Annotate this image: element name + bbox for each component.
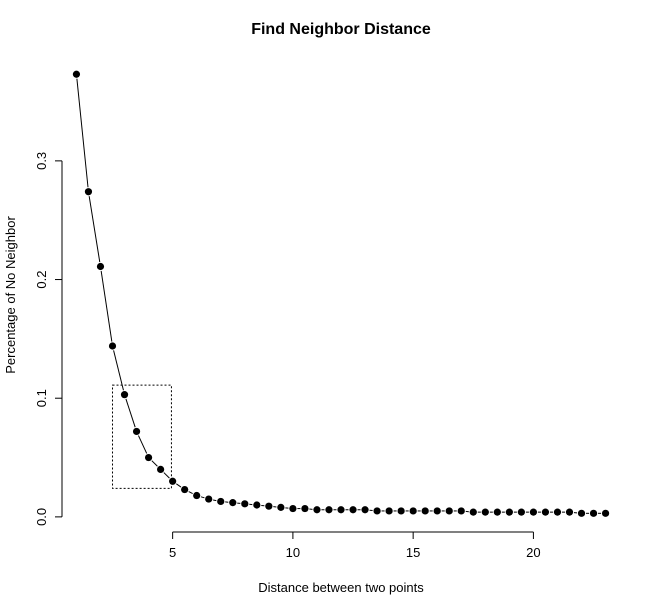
data-point [577,509,586,517]
data-point [337,506,345,514]
data-point [481,508,489,516]
data-point [325,506,333,514]
highlight-box-group [112,384,172,489]
data-point [108,342,117,350]
data-point [493,508,501,516]
line-segment [188,491,193,494]
data-point [265,502,273,510]
line-segment [100,270,113,342]
line-segment [113,350,124,391]
data-point [469,508,477,516]
data-point [421,507,429,515]
data-point [193,491,201,500]
y-axis-label: Percentage of No Neighbor [3,216,18,374]
line-segment [76,78,89,188]
line-segment [213,499,217,502]
data-point [433,507,441,515]
data-point [553,508,562,516]
data-point [313,506,321,514]
data-point [505,508,513,516]
data-point [565,508,574,516]
y-axis: 0.0 0.1 0.2 0.3 [34,152,63,526]
data-point [409,507,417,515]
y-tick-label: 0.3 [34,152,49,170]
x-axis: 5 10 15 20 [169,531,541,560]
data-point [397,507,405,515]
x-tick-label: 10 [286,545,300,560]
y-tick-label: 0.2 [34,271,49,289]
data-point [229,499,237,507]
line-segment [163,472,170,479]
data-point [144,453,153,462]
line-segment [176,483,182,488]
line-segment [137,435,148,454]
x-axis-label: Distance between two points [258,580,424,595]
data-point [517,508,525,516]
data-point [589,509,598,517]
data-point [96,262,105,271]
y-tick-label: 0.0 [34,508,49,526]
data-point [349,506,357,514]
line-segment [88,196,101,263]
data-point [289,504,297,513]
y-tick-label: 0.1 [34,389,49,407]
data-point [457,507,465,515]
line-segment [151,460,158,467]
x-tick-label: 15 [406,545,420,560]
data-point [157,465,165,474]
x-tick-label: 5 [169,545,176,560]
data-point [181,485,189,494]
chart-title: Find Neighbor Distance [251,21,431,38]
data-point [72,70,81,78]
data-point [217,497,225,506]
data-point [120,391,129,399]
data-point [205,495,213,503]
data-point [301,504,309,513]
plot-points-group [72,70,610,517]
plot-line-group [76,78,602,514]
data-point [84,188,93,196]
data-point [601,509,610,517]
data-point [385,507,393,515]
data-point [373,507,381,515]
data-point [529,508,538,516]
x-tick-label: 20 [526,545,540,560]
data-point [253,501,261,509]
data-point [132,427,141,436]
line-segment [200,496,205,499]
line-segment [125,398,136,428]
data-point [169,477,177,485]
data-point [241,500,249,508]
highlight-box [112,384,172,489]
data-point [445,507,453,515]
data-point [277,503,285,511]
data-point [541,508,550,516]
data-point [361,506,369,514]
